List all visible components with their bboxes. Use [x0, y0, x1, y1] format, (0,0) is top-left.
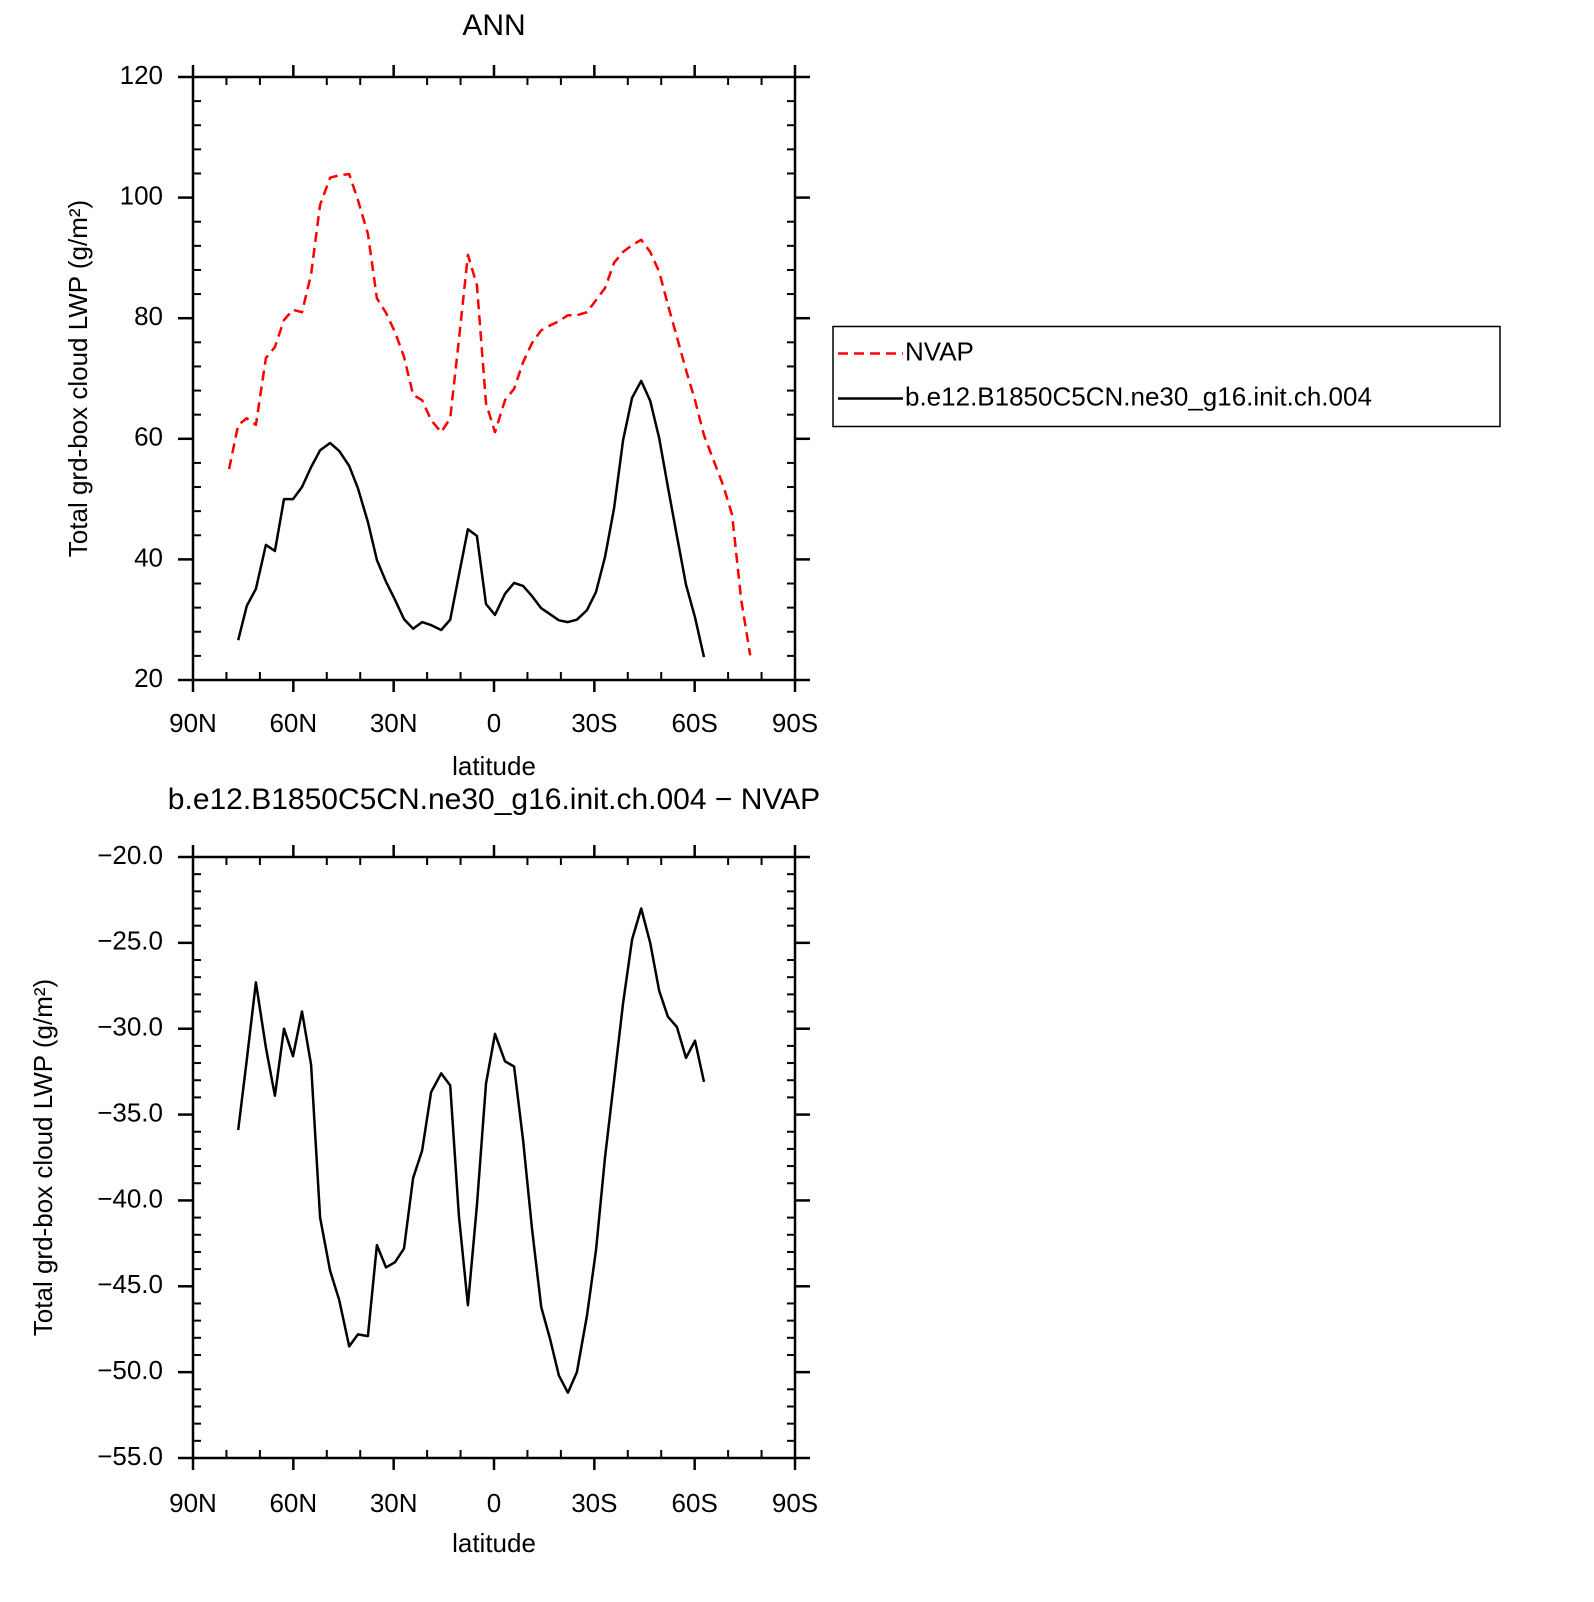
- x-tick-label: 60S: [672, 1488, 718, 1518]
- y-tick-label: 20: [134, 663, 163, 693]
- legend-frame: [832, 325, 1501, 428]
- legend: NVAP b.e12.B1850C5CN.ne30_g16.init.ch.004: [832, 325, 1501, 428]
- x-axis-title: latitude: [452, 1528, 536, 1558]
- x-tick-label: 30N: [370, 1488, 418, 1518]
- y-tick-label: 60: [134, 422, 163, 452]
- plot-frame: [191, 75, 797, 682]
- plot-frame: [191, 855, 797, 1460]
- x-tick-label: 60N: [269, 1488, 317, 1518]
- y-tick-label: −50.0: [97, 1355, 163, 1385]
- x-tick-label: 90S: [772, 1488, 818, 1518]
- y-tick-label: 80: [134, 301, 163, 331]
- y-tick-label: −30.0: [97, 1012, 163, 1042]
- y-tick-label: −25.0: [97, 926, 163, 956]
- legend-label: b.e12.B1850C5CN.ne30_g16.init.ch.004: [905, 381, 1372, 411]
- x-tick-label: 90N: [169, 708, 217, 738]
- x-tick-label: 60N: [269, 708, 317, 738]
- y-tick-label: 120: [120, 60, 163, 90]
- y-tick-label: −20.0: [97, 840, 163, 870]
- legend-label: NVAP: [905, 336, 974, 366]
- data-line: [227, 172, 752, 656]
- x-tick-label: 60S: [672, 708, 718, 738]
- x-tick-label: 0: [487, 708, 501, 738]
- x-axis-title: latitude: [452, 751, 536, 781]
- y-tick-label: 100: [120, 180, 163, 210]
- y-tick-label: −45.0: [97, 1269, 163, 1299]
- y-tick-label: −40.0: [97, 1183, 163, 1213]
- x-tick-label: 30S: [571, 708, 617, 738]
- x-tick-label: 30N: [370, 708, 418, 738]
- chart-title: ANN: [462, 9, 525, 42]
- x-tick-label: 30S: [571, 1488, 617, 1518]
- chart-title: b.e12.B1850C5CN.ne30_g16.init.ch.004 − N…: [168, 783, 820, 816]
- data-line: [236, 907, 706, 1394]
- y-axis-title: Total grd-box cloud LWP (g/m²): [63, 200, 93, 557]
- y-axis-title: Total grd-box cloud LWP (g/m²): [28, 979, 58, 1336]
- x-tick-label: 90S: [772, 708, 818, 738]
- y-tick-label: 40: [134, 542, 163, 572]
- data-line: [236, 379, 706, 658]
- y-tick-label: −55.0: [97, 1441, 163, 1471]
- x-tick-label: 0: [487, 1488, 501, 1518]
- x-tick-label: 90N: [169, 1488, 217, 1518]
- y-tick-label: −35.0: [97, 1097, 163, 1127]
